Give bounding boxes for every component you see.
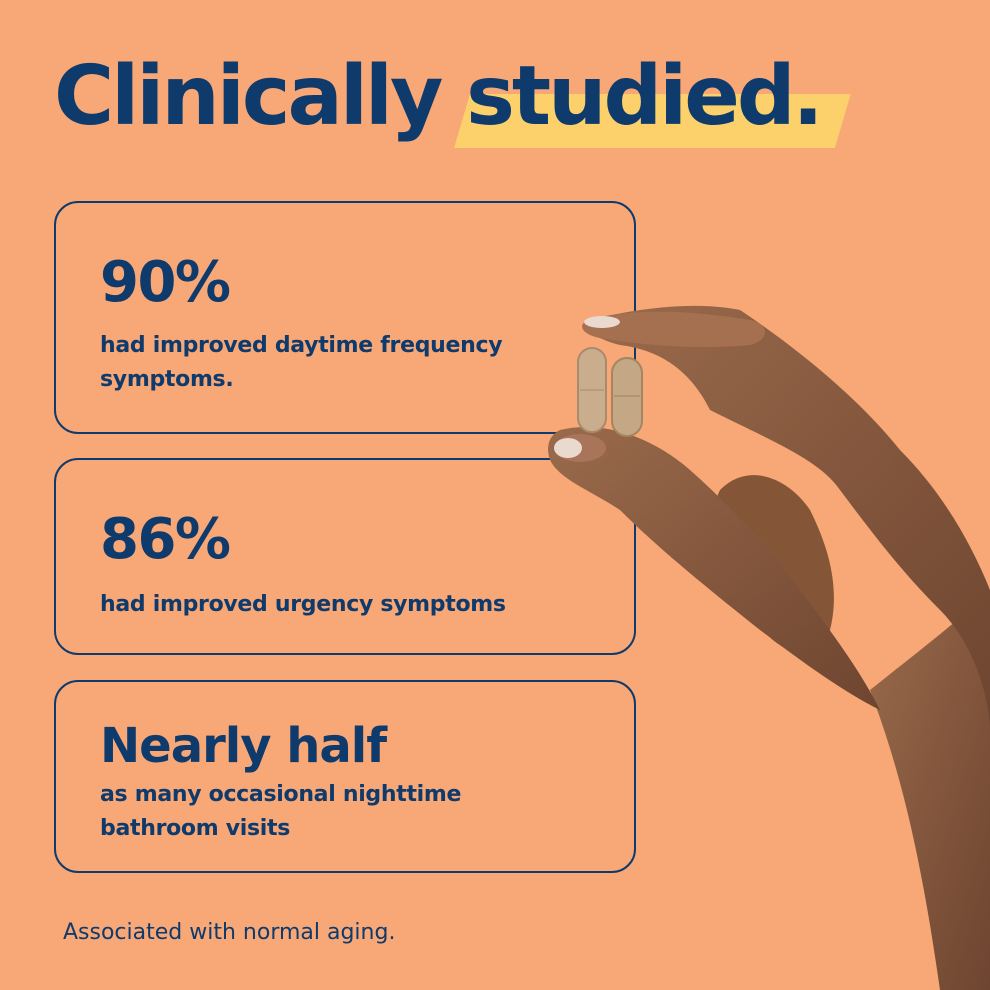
stat-description: as many occasional nighttime bathroom vi… [100,782,462,841]
stat-card-nighttime-visits: Nearly half as many occasional nighttime… [54,680,636,873]
footnote: Associated with normal aging. [63,920,396,945]
stat-description: had improved urgency symptoms [100,592,506,617]
headline-plain: Clinically [54,49,443,144]
highlight-marker [454,94,851,148]
headline-highlight: studied. [454,56,851,148]
stat-value: Nearly half [100,718,387,774]
stat-card-urgency: 86% had improved urgency symptoms [54,458,636,655]
stat-description: had improved daytime frequency symptoms. [100,333,503,392]
stat-value: 86% [100,507,231,572]
page-title: Clinically studied. [54,56,851,148]
stat-card-daytime-frequency: 90% had improved daytime frequency sympt… [54,201,636,434]
hand-holding-capsules-image [548,305,990,990]
headline-highlighted-text: studied. [466,49,824,144]
capsule-right [611,357,643,437]
stat-value: 90% [100,250,231,315]
